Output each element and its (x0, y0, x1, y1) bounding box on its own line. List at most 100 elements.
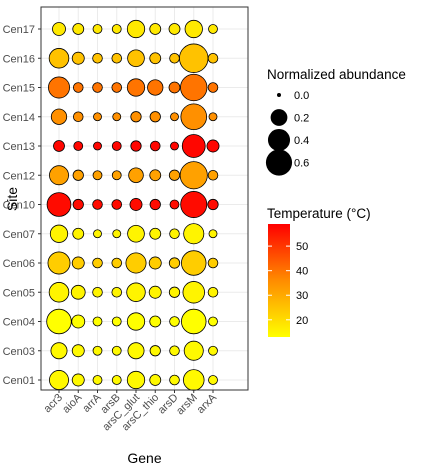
point-Cen13-arsM (181, 134, 206, 158)
x-axis: acr3aioAarrAarsBarsC_glutarsC_thioarsDar… (41, 390, 220, 433)
color-legend-label: 30 (296, 290, 308, 302)
point-Cen13-arrA (93, 141, 102, 151)
point-Cen13-aioA (73, 141, 84, 151)
y-tick-label: Cen10 (3, 200, 35, 212)
point-Cen04-arsB (111, 316, 122, 327)
point-Cen17-arsC_thio (149, 23, 162, 35)
point-Cen14-arxA (208, 112, 218, 122)
point-Cen14-arsB (112, 112, 122, 122)
point-Cen10-arrA (92, 199, 103, 210)
point-Cen07-acr3 (49, 224, 69, 243)
size-legend: 0.0 0.2 0.4 0.6 (265, 90, 309, 176)
point-Cen01-arsD (169, 374, 180, 386)
point-Cen17-arsC_glut (126, 19, 146, 39)
point-Cen03-aioA (71, 344, 85, 358)
point-Cen13-arsB (111, 141, 122, 151)
point-Cen10-aioA (72, 198, 84, 211)
x-tick-label: arsM (174, 392, 200, 418)
y-axis-title: Site (4, 187, 20, 211)
point-Cen05-arsM (182, 281, 205, 304)
size-legend-label: 0.6 (294, 158, 309, 170)
y-tick-label: Cen13 (3, 141, 35, 153)
point-Cen05-arxA (207, 286, 219, 298)
point-Cen05-arrA (92, 286, 103, 298)
point-Cen16-arsC_thio (149, 52, 162, 65)
point-Cen16-arsM (179, 43, 209, 73)
y-tick-label: Cen07 (3, 229, 35, 241)
point-Cen10-arsD (169, 199, 180, 210)
points-layer (46, 19, 220, 391)
point-Cen16-arxA (207, 52, 219, 64)
point-Cen15-arsC_glut (126, 78, 146, 97)
size-legend-key (267, 128, 291, 152)
point-Cen17-arsM (184, 19, 203, 39)
x-tick-label: aioA (60, 391, 85, 416)
y-tick-label: Cen06 (3, 258, 35, 270)
point-Cen07-arsB (112, 229, 122, 239)
y-tick-label: Cen17 (3, 24, 35, 36)
point-Cen15-arsB (111, 82, 123, 93)
point-Cen03-arsC_glut (127, 342, 145, 360)
point-Cen07-arrA (93, 229, 102, 239)
point-Cen03-arsB (111, 345, 122, 356)
color-legend-label: 50 (296, 241, 308, 253)
point-Cen06-aioA (71, 256, 85, 270)
point-Cen10-arxA (207, 198, 219, 211)
point-Cen05-acr3 (48, 282, 70, 303)
point-Cen01-arsM (183, 369, 205, 391)
point-Cen12-arrA (92, 170, 103, 181)
point-Cen16-arrA (92, 52, 103, 64)
size-legend-key (277, 93, 281, 97)
point-Cen06-arsB (111, 257, 123, 269)
y-tick-label: Cen12 (3, 170, 35, 182)
y-tick-label: Cen15 (3, 83, 35, 95)
point-Cen14-arsD (170, 112, 179, 122)
point-Cen10-arsC_thio (149, 198, 161, 211)
y-tick-label: Cen03 (3, 346, 35, 358)
point-Cen13-arsD (170, 141, 179, 151)
x-tick-label: acr3 (41, 392, 65, 416)
point-Cen05-arsD (168, 286, 181, 298)
point-Cen14-aioA (72, 111, 84, 123)
point-Cen10-acr3 (46, 192, 72, 217)
point-Cen05-aioA (70, 284, 86, 300)
size-legend-label: 0.2 (294, 113, 309, 125)
x-tick-label: arrA (80, 391, 104, 415)
point-Cen10-arsB (111, 199, 123, 210)
x-tick-label: arxA (195, 391, 220, 416)
point-Cen12-arsD (168, 169, 181, 181)
point-Cen07-arsM (183, 223, 205, 245)
point-Cen13-acr3 (53, 140, 65, 152)
point-Cen01-arrA (92, 375, 103, 385)
point-Cen16-aioA (71, 51, 85, 65)
x-axis-title: Gene (127, 450, 161, 466)
point-Cen17-arsB (111, 24, 122, 34)
y-tick-label: Cen14 (3, 112, 35, 124)
point-Cen07-arxA (208, 229, 218, 239)
point-Cen03-arsM (183, 340, 204, 361)
point-Cen06-arsC_thio (148, 256, 162, 270)
point-Cen12-arsC_glut (128, 167, 144, 183)
point-Cen03-acr3 (50, 342, 68, 360)
point-Cen12-acr3 (49, 165, 69, 186)
color-legend-label: 40 (296, 266, 308, 278)
point-Cen06-arsD (168, 257, 181, 269)
point-Cen05-arsB (111, 286, 123, 298)
point-Cen04-arsM (181, 308, 207, 335)
point-Cen15-arsM (180, 73, 208, 102)
point-Cen16-arsC_glut (127, 49, 145, 68)
point-Cen15-arxA (207, 82, 219, 93)
color-legend-label: 20 (296, 315, 308, 327)
point-Cen12-arsB (111, 170, 122, 181)
size-legend-label: 0.0 (294, 90, 309, 102)
y-tick-label: Cen04 (3, 317, 35, 329)
point-Cen01-arsC_thio (149, 374, 162, 386)
point-Cen15-arsD (168, 81, 181, 94)
point-Cen16-arsB (111, 52, 123, 64)
point-Cen15-arsC_thio (147, 79, 164, 96)
point-Cen05-arsC_thio (148, 285, 162, 299)
point-Cen14-arrA (93, 112, 102, 122)
point-Cen10-arsC_glut (129, 198, 143, 211)
point-Cen14-arsC_glut (130, 111, 142, 123)
